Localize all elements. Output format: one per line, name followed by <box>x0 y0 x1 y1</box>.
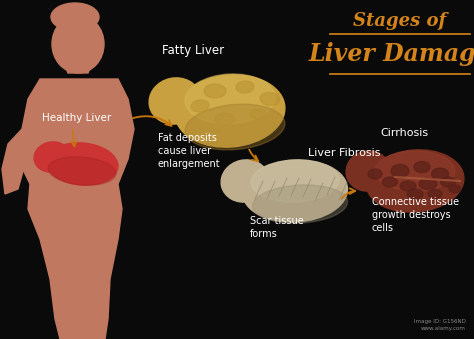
Text: Cirrhosis: Cirrhosis <box>380 128 428 138</box>
Ellipse shape <box>375 151 455 191</box>
Text: Liver Damage: Liver Damage <box>309 42 474 66</box>
Ellipse shape <box>251 160 339 202</box>
Ellipse shape <box>221 160 269 202</box>
Ellipse shape <box>243 160 347 222</box>
Text: Fat deposits
cause liver
enlargement: Fat deposits cause liver enlargement <box>158 133 220 169</box>
Polygon shape <box>18 79 134 339</box>
Ellipse shape <box>175 75 285 147</box>
Text: Healthy Liver: Healthy Liver <box>42 113 111 123</box>
Ellipse shape <box>204 84 226 98</box>
Text: Liver Fibrosis: Liver Fibrosis <box>308 148 381 158</box>
Ellipse shape <box>366 150 464 212</box>
Text: Connective tissue
growth destroys
cells: Connective tissue growth destroys cells <box>372 197 459 233</box>
Ellipse shape <box>449 185 461 193</box>
Ellipse shape <box>52 15 104 73</box>
Ellipse shape <box>191 100 209 112</box>
Ellipse shape <box>440 177 456 187</box>
Ellipse shape <box>414 161 430 173</box>
Ellipse shape <box>236 81 254 93</box>
Ellipse shape <box>346 151 390 191</box>
Ellipse shape <box>260 93 280 105</box>
Text: Fatty Liver: Fatty Liver <box>162 44 224 57</box>
Ellipse shape <box>54 108 96 140</box>
Text: Scar tissue
forms: Scar tissue forms <box>250 216 304 239</box>
Ellipse shape <box>51 3 99 31</box>
Ellipse shape <box>431 168 448 180</box>
Ellipse shape <box>253 185 347 223</box>
Polygon shape <box>2 129 28 194</box>
Ellipse shape <box>250 109 266 119</box>
Ellipse shape <box>46 143 118 185</box>
Ellipse shape <box>34 142 70 172</box>
Ellipse shape <box>185 104 285 150</box>
Ellipse shape <box>407 189 423 199</box>
Ellipse shape <box>185 74 275 124</box>
Ellipse shape <box>368 169 382 179</box>
Ellipse shape <box>215 113 235 125</box>
Ellipse shape <box>419 179 437 190</box>
Ellipse shape <box>48 157 116 185</box>
Ellipse shape <box>391 164 409 178</box>
Ellipse shape <box>383 177 398 187</box>
Ellipse shape <box>400 181 416 191</box>
Polygon shape <box>64 63 92 73</box>
Ellipse shape <box>149 78 201 124</box>
Ellipse shape <box>428 190 442 199</box>
Text: Image ID: G156ND
www.alamy.com: Image ID: G156ND www.alamy.com <box>414 319 466 331</box>
Text: Stages of: Stages of <box>354 12 447 30</box>
